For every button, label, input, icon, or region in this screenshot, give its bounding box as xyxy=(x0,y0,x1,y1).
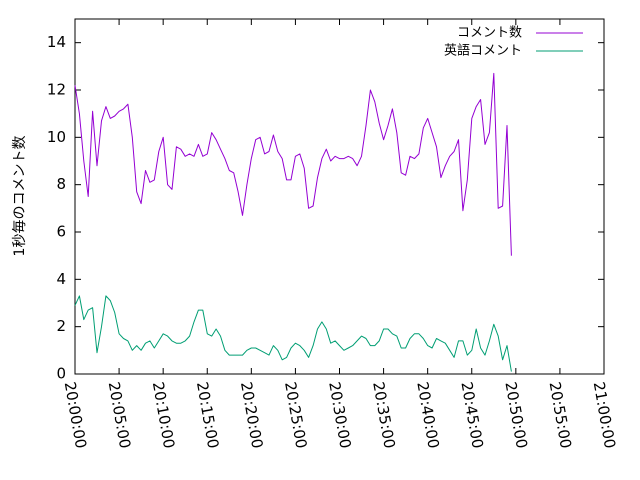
x-tick-label: 20:25:00 xyxy=(281,380,310,449)
x-tick-label: 20:35:00 xyxy=(369,380,398,449)
y-tick-label: 8 xyxy=(56,175,66,193)
y-tick-label: 6 xyxy=(56,223,66,241)
y-tick-label: 0 xyxy=(56,365,66,383)
y-axis-label: 1秒毎のコメント数 xyxy=(12,136,28,257)
x-axis-ticks: 20:00:00 20:05:00 20:10:00 20:15:00 20:20:00… xyxy=(61,19,619,450)
y-tick-label: 2 xyxy=(56,317,66,335)
plot-border xyxy=(74,18,605,375)
y-tick-label: 10 xyxy=(47,128,66,146)
series-line-1 xyxy=(74,295,512,372)
series-layer xyxy=(74,72,512,372)
legend-label-0: コメント数 xyxy=(457,26,522,41)
series-line-0 xyxy=(74,72,512,256)
x-tick-label: 20:05:00 xyxy=(105,380,134,449)
x-tick-label: 20:15:00 xyxy=(193,380,222,449)
x-tick-label: 20:50:00 xyxy=(501,380,530,449)
x-tick-label: 21:00:00 xyxy=(590,380,619,449)
x-tick-label: 20:40:00 xyxy=(413,380,442,449)
x-tick-label: 20:30:00 xyxy=(325,380,354,449)
y-axis-ticks: 0 2 4 6 8 10 12 14 xyxy=(47,33,604,383)
y-tick-label: 4 xyxy=(56,270,66,288)
y-tick-label: 14 xyxy=(47,33,66,51)
x-tick-label: 20:55:00 xyxy=(546,380,575,449)
x-tick-label: 20:20:00 xyxy=(237,380,266,449)
y-tick-label: 12 xyxy=(47,81,66,99)
x-tick-label: 20:10:00 xyxy=(149,380,178,449)
x-tick-label: 20:00:00 xyxy=(61,380,90,449)
x-tick-label: 20:45:00 xyxy=(457,380,486,449)
legend-label-1: 英語コメント xyxy=(444,43,522,59)
plot-frame xyxy=(74,18,605,375)
